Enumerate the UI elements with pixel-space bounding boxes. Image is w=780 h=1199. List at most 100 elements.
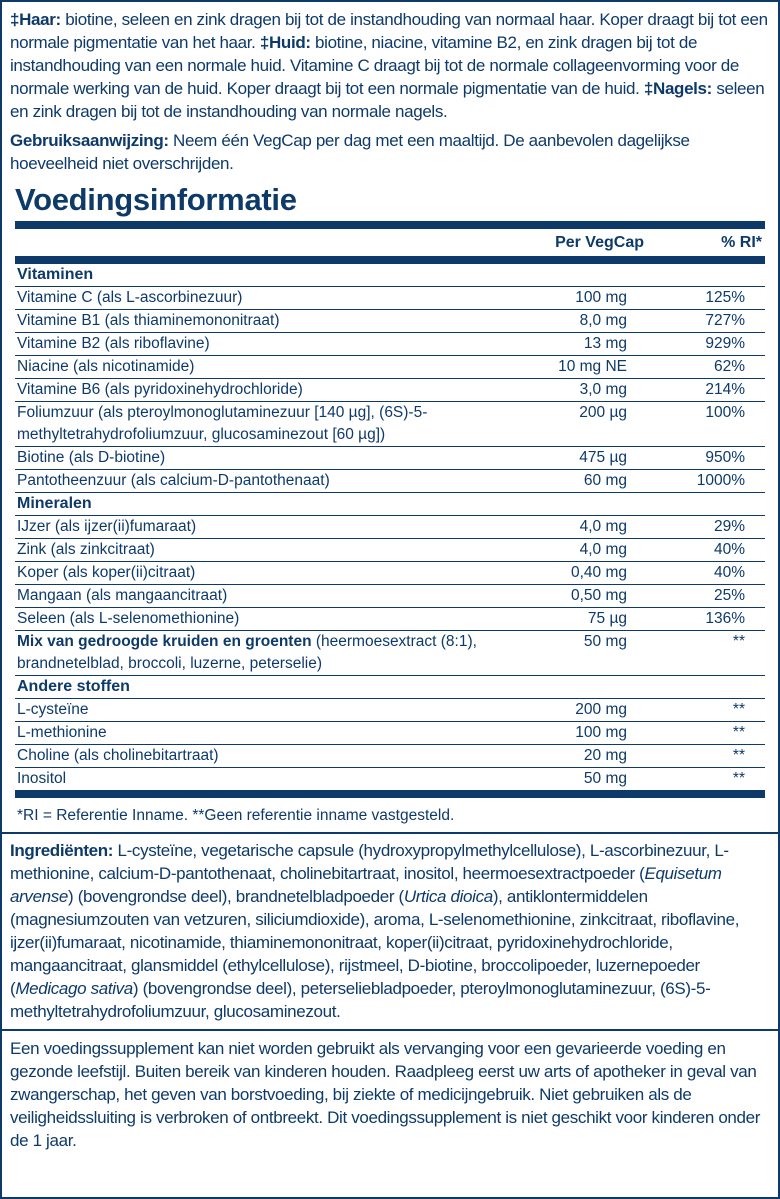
divider-bar <box>15 221 765 229</box>
section-heading: Mineralen <box>15 492 765 515</box>
claim-text-nagels: seleen en zink dragen bij tot de instand… <box>10 79 765 121</box>
nutrient-name: Vitamine B2 (als riboflavine) <box>17 335 210 352</box>
table-row: Vitamine B1 (als thiaminemononitraat) 8,0… <box>15 309 765 332</box>
nutrient-name: Koper (als koper(ii)citraat) <box>17 564 196 581</box>
table-row: Inositol 50 mg ** <box>15 767 765 790</box>
claim-label-huid: ‡Huid: <box>259 33 311 52</box>
nutrient-name: L-cysteïne <box>17 701 89 718</box>
amount: 0,40 mg <box>570 564 627 581</box>
ri-percentage: 29% <box>713 518 745 535</box>
warning-text: Een voedingssupplement kan niet worden g… <box>10 1039 761 1150</box>
table-row: Vitamine B2 (als riboflavine) 13 mg 929% <box>15 332 765 355</box>
section-divider <box>2 832 778 834</box>
amount: 200 mg <box>575 701 627 718</box>
amount: 50 mg <box>583 770 627 787</box>
table-row: Biotine (als D-biotine) 475 µg 950% <box>15 446 765 469</box>
ingredients-text: ) (boven­grondse deel), peterseliebladpo… <box>10 979 711 1021</box>
nutrient-name: Mangaan (als mangaancitraat) <box>17 587 228 604</box>
ingredients-text: ) (bovengrondse deel), brandnetelbladpoe… <box>68 887 404 906</box>
section-heading: Andere stoffen <box>15 675 765 698</box>
amount: 4,0 mg <box>579 518 627 535</box>
table-row: Seleen (als L-selenomethionine) 75 µg 136% <box>15 607 765 630</box>
amount: 100 mg <box>575 289 627 306</box>
table-row: IJzer (als ijzer(ii)fumaraat) 4,0 mg 29% <box>15 515 765 538</box>
ri-percentage: 125% <box>705 289 745 306</box>
nutrient-name: IJzer (als ijzer(ii)fumaraat) <box>17 518 197 535</box>
mix-detail: (heermoes­extract (8:1), brandnetelblad,… <box>17 633 477 672</box>
amount: 200 µg <box>579 404 627 421</box>
amount: 475 µg <box>579 449 627 466</box>
nutrient-name: Vitamine B1 (als thiaminemononitraat) <box>17 312 280 329</box>
health-claims: ‡Haar: biotine, seleen en zink dragen bi… <box>2 2 778 123</box>
divider-bar <box>15 790 765 798</box>
ri-percentage: ** <box>732 724 745 741</box>
table-row: Mangaan (als mangaancitraat) 0,50 mg 25% <box>15 584 765 607</box>
claim-text-haar: biotine, seleen en zink dragen bij tot d… <box>10 10 768 52</box>
amount: 50 mg <box>583 633 627 650</box>
amount: 4,0 mg <box>579 541 627 558</box>
nutrition-table: Per VegCap % RI* Vitaminen Vitamine C (al… <box>15 221 765 798</box>
nutrient-name: Foliumzuur (als pteroylmonoglutaminezuur… <box>17 404 428 443</box>
ingredients-label: Ingrediënten: <box>10 841 114 860</box>
ingredients-text: L-cysteïne, vegetarische capsule (hydrox… <box>10 841 729 883</box>
amount: 8,0 mg <box>579 312 627 329</box>
nutrient-name: Niacine (als nicotinamide) <box>17 358 195 375</box>
table-row-mix: Mix van gedroogde kruiden en groenten (h… <box>15 630 765 675</box>
table-row: Koper (als koper(ii)citraat) 0,40 mg 40% <box>15 561 765 584</box>
section-heading-label: Andere stoffen <box>17 678 130 695</box>
nutrient-name: Vitamine B6 (als pyridoxinehydrochloride… <box>17 381 303 398</box>
ri-percentage: 62% <box>713 358 745 375</box>
table-row: L-methionine 100 mg ** <box>15 721 765 744</box>
amount: 10 mg NE <box>558 358 627 375</box>
amount: 100 mg <box>575 724 627 741</box>
table-row: Pantotheenzuur (als calcium-D-pantothena… <box>15 469 765 492</box>
ri-percentage: 25% <box>713 587 745 604</box>
ri-percentage: 727% <box>705 312 745 329</box>
latin-name: Urtica dioica <box>403 887 493 906</box>
ri-percentage: ** <box>732 747 745 764</box>
amount: 0,50 mg <box>570 587 627 604</box>
amount: 75 µg <box>587 610 627 627</box>
section-divider <box>2 1029 778 1031</box>
nutrient-name: Inositol <box>17 770 67 787</box>
ri-percentage: 100% <box>705 404 745 421</box>
ri-percentage: 40% <box>713 541 745 558</box>
ri-percentage: 929% <box>705 335 745 352</box>
ri-percentage: 1000% <box>696 472 745 489</box>
nutrient-name: Mix van gedroogde kruiden en groenten (h… <box>15 631 477 675</box>
page-title: Voedingsinformatie <box>15 182 297 217</box>
table-row: Foliumzuur (als pteroylmonoglutaminezuur… <box>15 401 765 446</box>
column-header-amount: Per VegCap <box>555 233 644 251</box>
table-row: Niacine (als nicotinamide) 10 mg NE 62% <box>15 355 765 378</box>
ingredients: Ingrediënten: L-cysteïne, vegetarische c… <box>2 834 778 1029</box>
column-header-ri: % RI* <box>721 233 762 251</box>
claim-label-nagels: ‡Nagels: <box>643 79 712 98</box>
claim-text-huid: biotine, niacine, vitamine B2, en zink d… <box>10 33 739 98</box>
ri-percentage: 136% <box>705 610 745 627</box>
section-heading-label: Mineralen <box>17 495 92 512</box>
table-row: Vitamine B6 (als pyridoxinehydrochloride… <box>15 378 765 401</box>
nutrient-name: Zink (als zinkcitraat) <box>17 541 155 558</box>
table-row: Vitamine C (als L-ascorbinezuur) 100 mg 12… <box>15 286 765 309</box>
nutrient-name: Choline (als cholinebitartraat) <box>17 747 219 764</box>
table-row: Choline (als cholinebitartraat) 20 mg ** <box>15 744 765 767</box>
section-heading-label: Vitaminen <box>17 266 94 283</box>
table-footnote: *RI = Referentie Inname. **Geen referent… <box>17 807 455 824</box>
table-body: Vitaminen Vitamine C (als L-ascorbinezuur… <box>15 264 765 790</box>
ri-percentage: 950% <box>705 449 745 466</box>
latin-name: Medicago sativa <box>15 979 133 998</box>
ri-percentage: 214% <box>705 381 745 398</box>
amount: 3,0 mg <box>579 381 627 398</box>
nutrient-name: Vitamine C (als L-ascorbinezuur) <box>17 289 243 306</box>
mix-name: Mix van gedroogde kruiden en groenten <box>17 633 312 650</box>
ingredients-text: ), antiklontermiddelen (magnesiumzouten … <box>10 887 740 998</box>
ri-percentage: ** <box>732 633 745 650</box>
table-row: Zink (als zinkcitraat) 4,0 mg 40% <box>15 538 765 561</box>
ri-percentage: 40% <box>713 564 745 581</box>
claim-label-haar: ‡Haar: <box>10 10 61 29</box>
amount: 60 mg <box>583 472 627 489</box>
divider-bar <box>15 256 765 264</box>
table-row: L-cysteïne 200 mg ** <box>15 698 765 721</box>
amount: 20 mg <box>583 747 627 764</box>
